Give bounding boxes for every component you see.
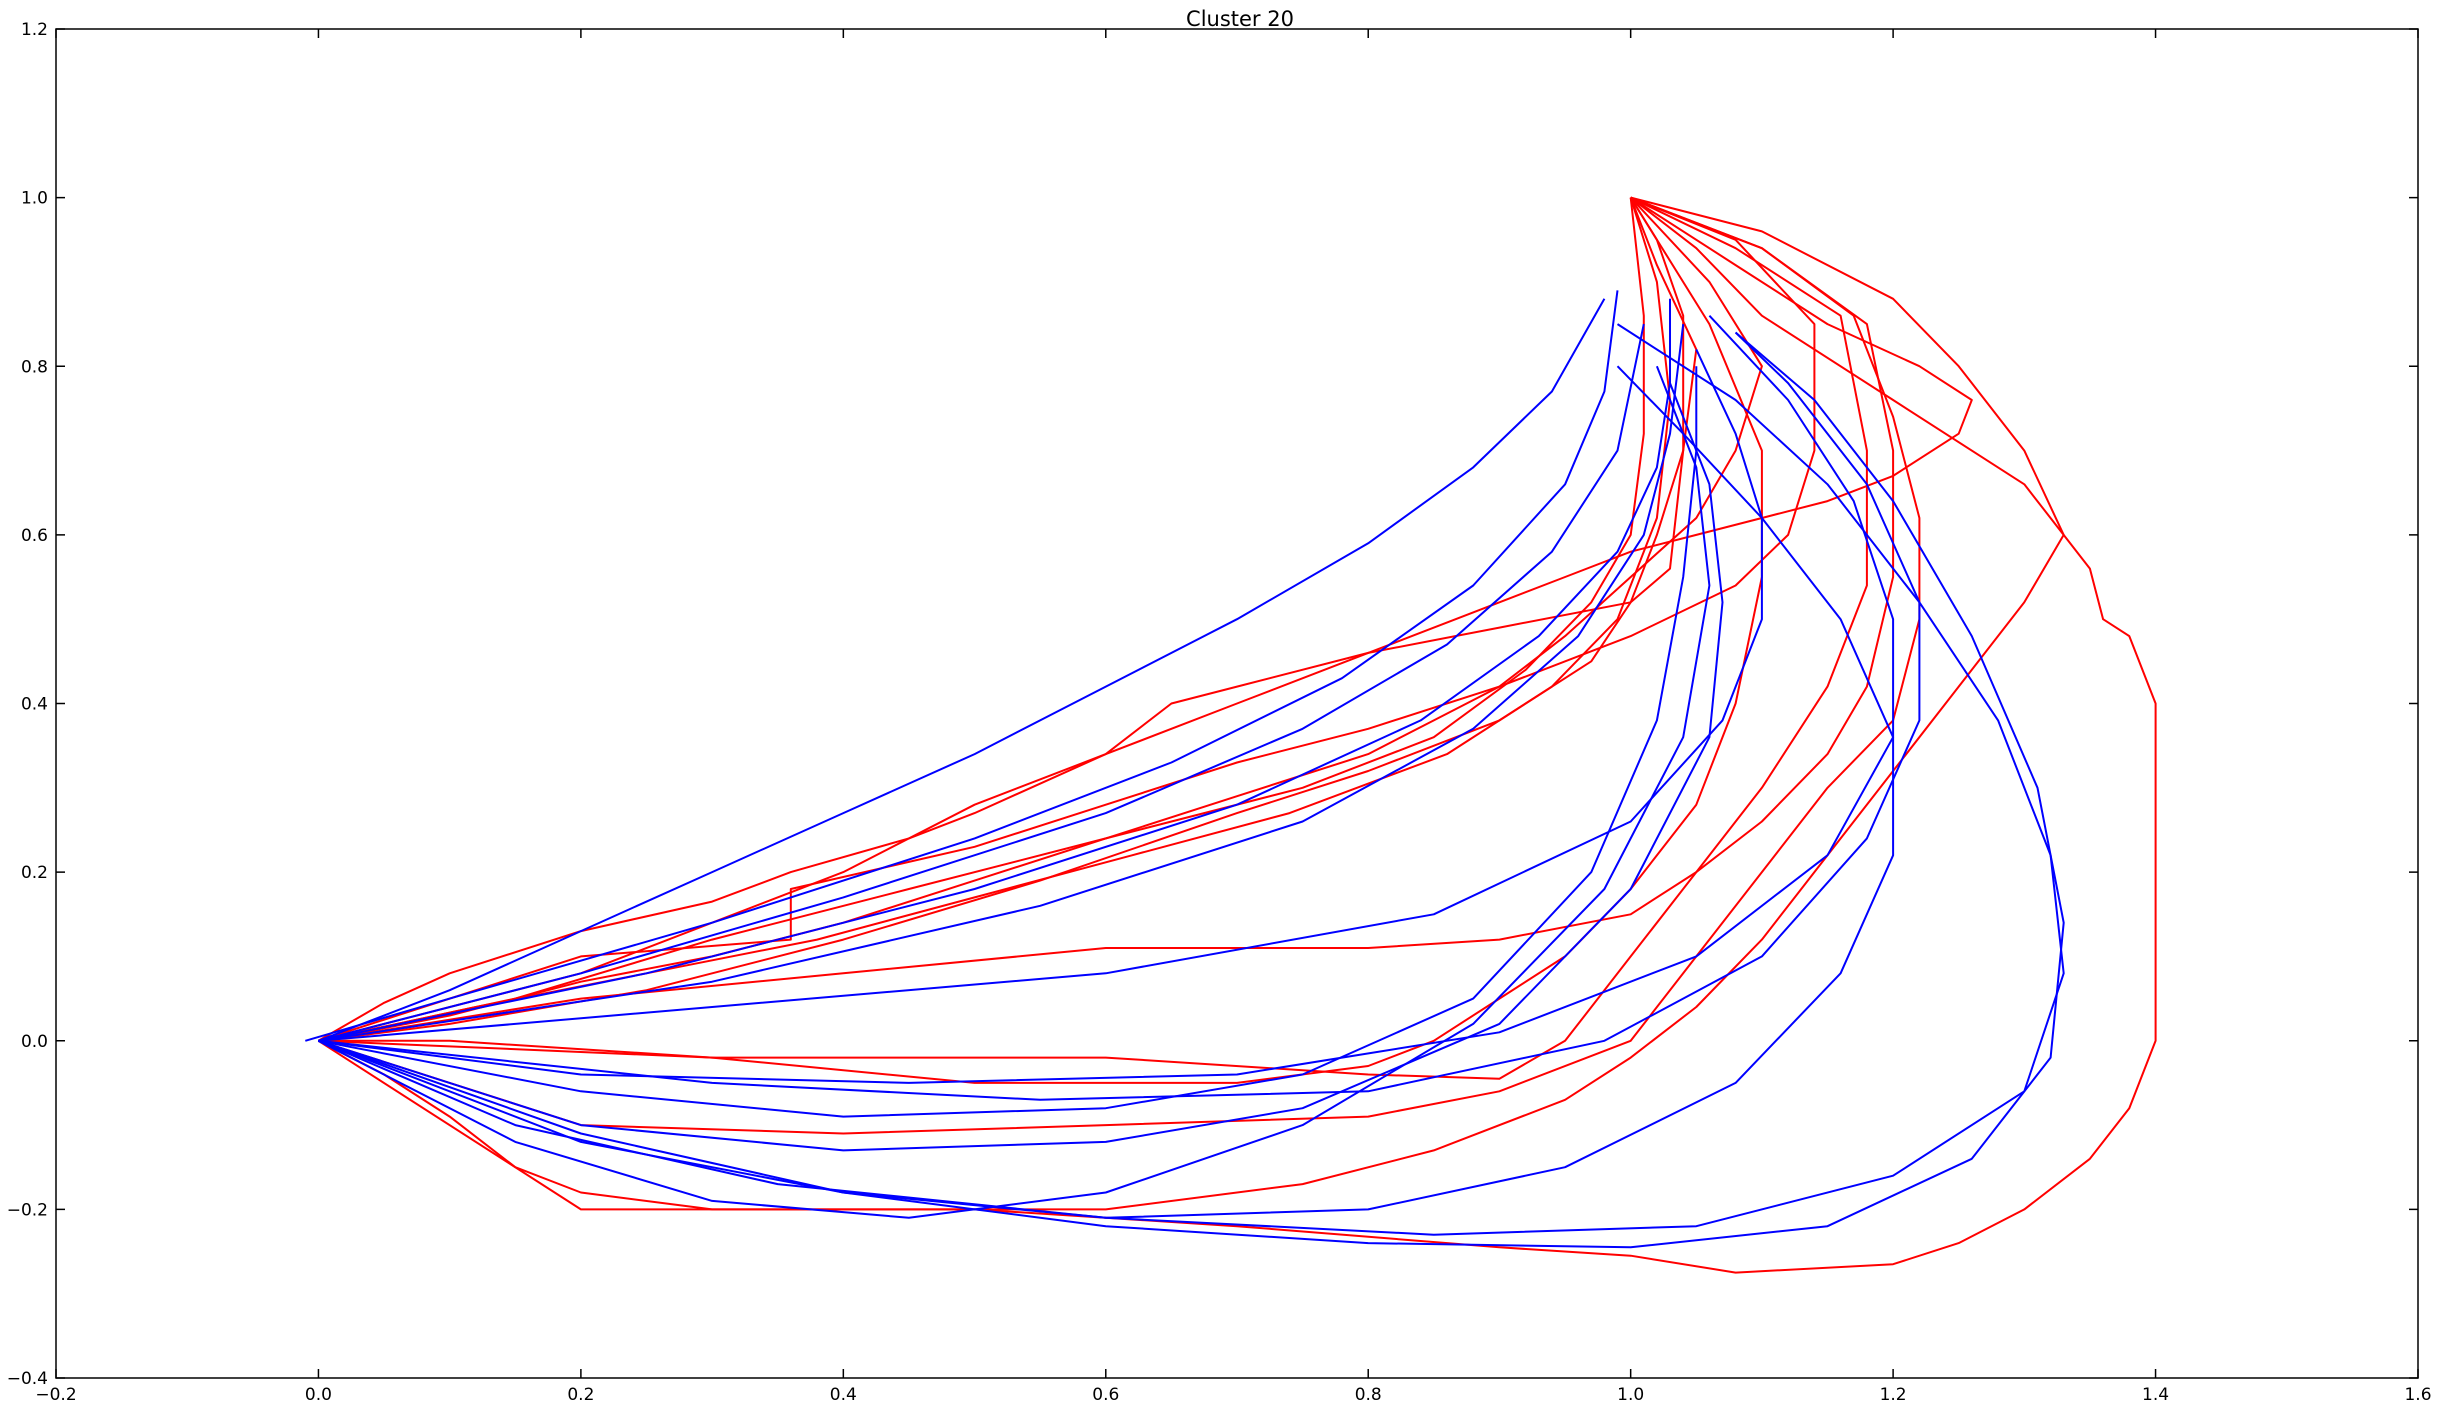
blue-series-line-6 xyxy=(318,348,1763,1042)
blue-series-line-8 xyxy=(318,382,1724,1152)
red-series-line-2 xyxy=(317,196,2157,1274)
red-series-line-6 xyxy=(318,196,1895,1042)
axes-group: −0.2 0.0 0.2 0.4 0.6 0.8 1.0 1.2 1.4 1.6−0.4−0.20… xyxy=(7,20,2432,1405)
y-tick-label: −0.2 xyxy=(7,1200,48,1220)
blue-series-line-12 xyxy=(318,331,1921,1101)
y-tick-label: 0.6 xyxy=(21,526,48,546)
red-series-line-13 xyxy=(318,197,1671,1042)
blue-series-line-9 xyxy=(317,365,1711,1219)
y-tick-label: 1.0 xyxy=(21,189,48,209)
blue-series-line-7 xyxy=(318,366,1698,1118)
red-series-line-4 xyxy=(318,196,1921,1135)
red-series-line-8 xyxy=(318,196,1763,1042)
x-tick-label: 0.4 xyxy=(830,1385,857,1405)
red-series-line-11 xyxy=(318,197,1685,1042)
x-tick-label: 0.6 xyxy=(1092,1385,1119,1405)
x-tick-label: −0.2 xyxy=(35,1385,76,1405)
x-tick-label: 1.4 xyxy=(2142,1385,2169,1405)
red-series-line-1 xyxy=(317,196,1973,1042)
series-group xyxy=(305,196,2157,1274)
y-tick-label: 0.4 xyxy=(21,695,48,715)
blue-series-line-5 xyxy=(318,323,1685,1042)
x-tick-label: 0.2 xyxy=(567,1385,594,1405)
blue-series-line-3 xyxy=(318,323,1645,1042)
y-tick-label: −0.4 xyxy=(7,1369,48,1389)
blue-series-line-2 xyxy=(305,290,1619,1042)
x-tick-label: 0.8 xyxy=(1355,1385,1382,1405)
y-tick-label: 0.2 xyxy=(21,863,48,883)
red-series-line-10 xyxy=(318,197,1763,1084)
blue-series-line-4 xyxy=(318,298,1671,1042)
x-tick-label: 1.0 xyxy=(1617,1385,1644,1405)
x-tick-label: 1.6 xyxy=(2404,1385,2431,1405)
red-series-line-3 xyxy=(317,196,2065,1211)
y-tick-label: 0.0 xyxy=(21,1032,48,1052)
red-series-line-12 xyxy=(318,197,1645,1042)
blue-series-line-10 xyxy=(318,315,1895,1084)
blue-series-line-11 xyxy=(318,365,1895,1219)
x-tick-label: 1.2 xyxy=(1880,1385,1907,1405)
chart-title: Cluster 20 xyxy=(1186,7,1294,31)
blue-series-line-1 xyxy=(318,298,1606,1042)
x-tick-label: 0.0 xyxy=(305,1385,332,1405)
y-tick-label: 0.8 xyxy=(21,357,48,377)
y-tick-label: 1.2 xyxy=(21,20,48,40)
blue-series-line-14 xyxy=(318,331,2065,1249)
red-series-line-7 xyxy=(318,196,1816,1042)
